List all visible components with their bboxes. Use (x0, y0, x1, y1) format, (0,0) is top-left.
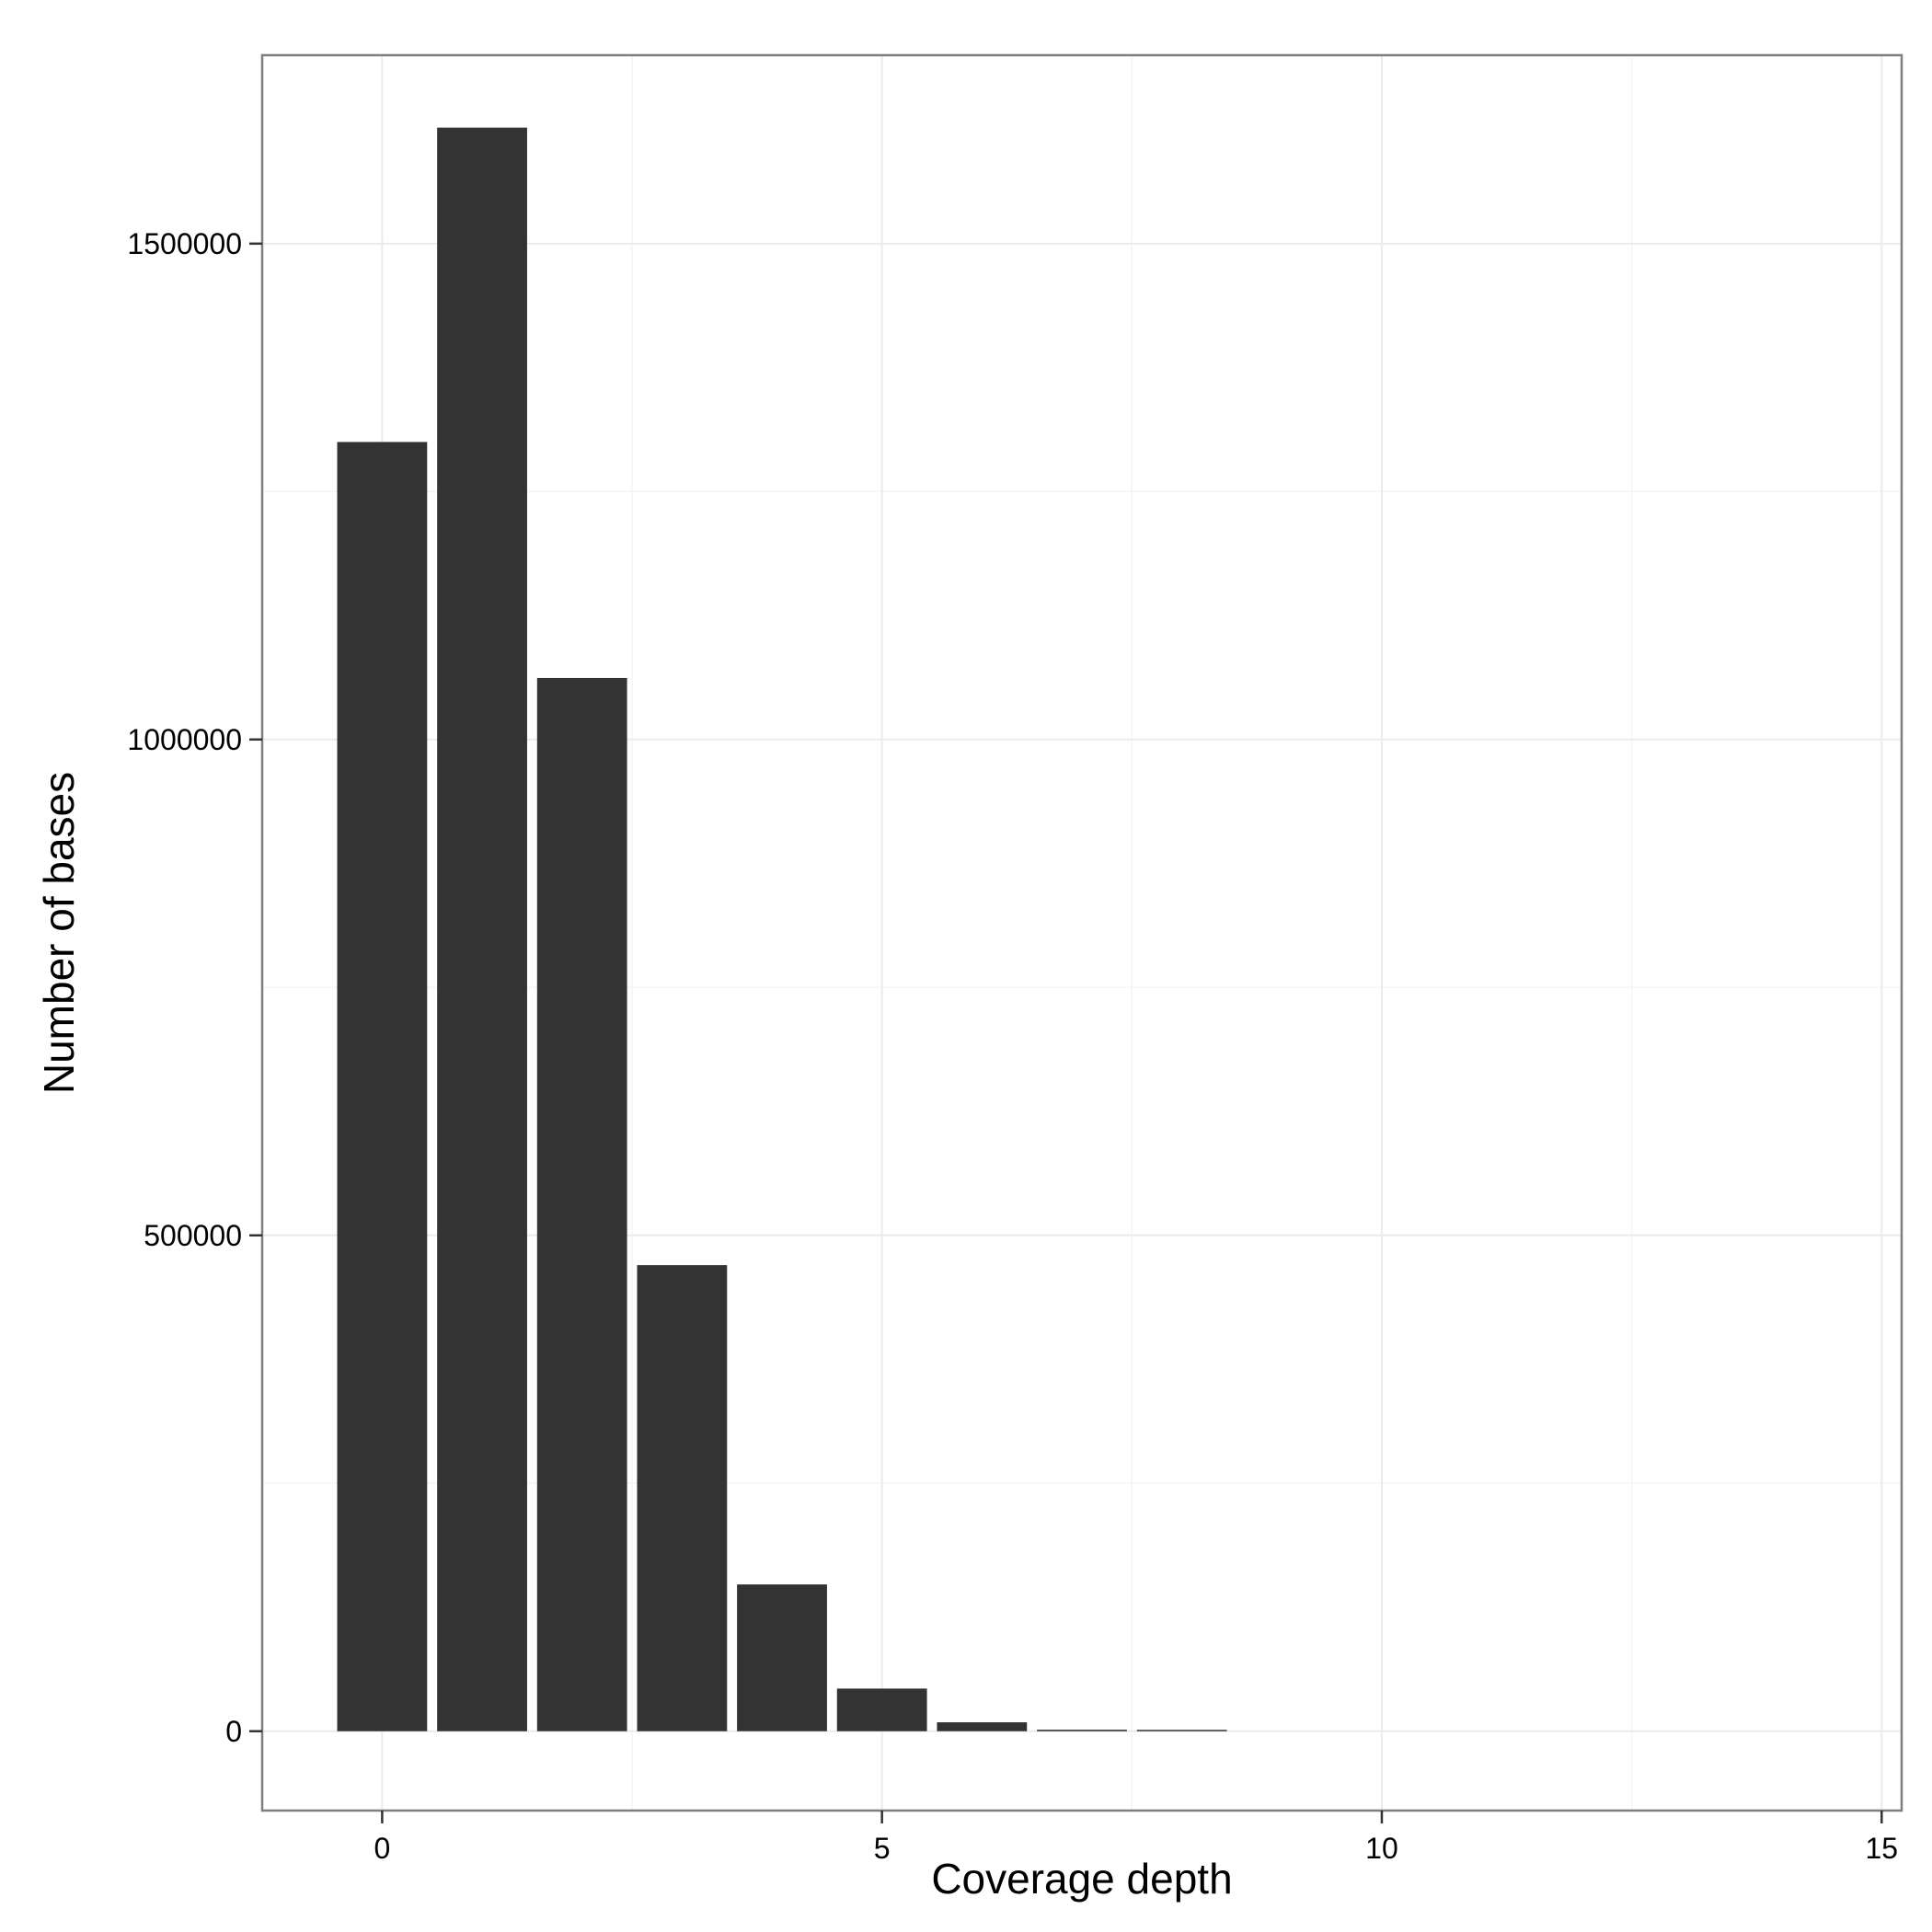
x-tick-label: 10 (1365, 1832, 1398, 1865)
y-tick-label: 1000000 (127, 723, 242, 756)
x-tick-label: 0 (374, 1832, 390, 1865)
panel-border (260, 53, 1903, 1812)
bar-depth-3 (637, 1265, 728, 1731)
x-axis-title: Coverage depth (931, 1855, 1232, 1903)
bar-depth-4 (737, 1584, 827, 1731)
bar-depth-7 (1037, 1730, 1127, 1731)
x-tick-label: 5 (874, 1832, 891, 1865)
bars (337, 127, 1227, 1731)
bar-depth-5 (836, 1688, 927, 1731)
bar-depth-6 (937, 1722, 1028, 1731)
y-axis: 0 500000 1000000 1500000 (127, 227, 262, 1748)
bar-depth-1 (437, 127, 527, 1731)
bar-depth-2 (536, 677, 627, 1731)
y-tick-label: 500000 (144, 1219, 242, 1252)
y-axis-title: Number of bases (35, 772, 83, 1094)
y-tick-label: 1500000 (127, 227, 242, 260)
minor-gridlines (262, 55, 1902, 1811)
x-tick-label: 15 (1865, 1832, 1898, 1865)
bar-depth-0 (337, 442, 428, 1731)
bar-depth-8 (1136, 1730, 1227, 1731)
x-axis: 0 5 10 15 (374, 1811, 1898, 1865)
major-gridlines (262, 55, 1902, 1811)
y-tick-label: 0 (225, 1715, 242, 1748)
